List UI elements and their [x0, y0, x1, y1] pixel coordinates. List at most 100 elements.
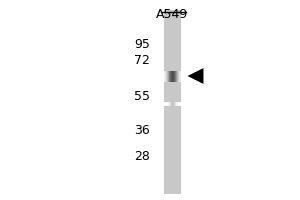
Bar: [174, 102, 175, 106]
Bar: [170, 102, 171, 106]
Bar: [170, 102, 171, 106]
Bar: [181, 102, 182, 106]
Text: A549: A549: [156, 8, 189, 21]
Bar: [172, 102, 173, 106]
Bar: [172, 71, 173, 82]
Bar: [176, 71, 177, 82]
Bar: [176, 71, 177, 82]
Bar: [168, 102, 169, 106]
Bar: [175, 71, 176, 82]
Bar: [172, 102, 173, 106]
Bar: [169, 102, 170, 106]
Bar: [174, 71, 175, 82]
Bar: [169, 102, 170, 106]
Bar: [173, 71, 174, 82]
Bar: [170, 71, 171, 82]
Bar: [177, 71, 178, 82]
Bar: [168, 102, 169, 106]
Bar: [173, 102, 174, 106]
Bar: [172, 71, 173, 82]
Bar: [179, 71, 180, 82]
Bar: [175, 102, 176, 106]
Bar: [164, 102, 165, 106]
Bar: [168, 71, 169, 82]
Bar: [167, 102, 168, 106]
Bar: [165, 102, 166, 106]
Bar: [165, 102, 166, 106]
Bar: [169, 102, 170, 106]
Bar: [177, 71, 178, 82]
Bar: [178, 102, 179, 106]
Bar: [177, 102, 178, 106]
Bar: [165, 102, 166, 106]
Bar: [166, 71, 167, 82]
Bar: [168, 71, 169, 82]
Bar: [178, 71, 179, 82]
Bar: [170, 71, 171, 82]
Bar: [174, 71, 175, 82]
Bar: [164, 71, 165, 82]
Bar: [169, 102, 170, 106]
Bar: [181, 71, 182, 82]
Bar: [179, 102, 180, 106]
Bar: [171, 102, 172, 106]
Bar: [179, 71, 180, 82]
Bar: [175, 102, 176, 106]
Bar: [164, 10, 181, 194]
Bar: [179, 102, 180, 106]
Bar: [175, 71, 176, 82]
Bar: [169, 71, 170, 82]
Text: 55: 55: [134, 90, 150, 102]
Bar: [178, 102, 179, 106]
Bar: [178, 71, 179, 82]
Bar: [173, 71, 174, 82]
Bar: [171, 102, 172, 106]
Bar: [165, 71, 166, 82]
Bar: [172, 102, 173, 106]
Bar: [176, 71, 177, 82]
Text: 36: 36: [134, 123, 150, 136]
Bar: [170, 71, 171, 82]
Bar: [178, 71, 179, 82]
Bar: [177, 102, 178, 106]
Bar: [166, 102, 167, 106]
Bar: [174, 71, 175, 82]
Bar: [177, 71, 178, 82]
Bar: [168, 102, 169, 106]
Bar: [174, 102, 175, 106]
Bar: [168, 71, 169, 82]
Bar: [177, 71, 178, 82]
Text: 95: 95: [134, 38, 150, 50]
Bar: [178, 102, 179, 106]
Bar: [179, 71, 180, 82]
Bar: [166, 102, 167, 106]
Bar: [179, 102, 180, 106]
Bar: [166, 71, 167, 82]
Bar: [169, 71, 170, 82]
Bar: [180, 71, 181, 82]
Bar: [179, 71, 180, 82]
Bar: [166, 71, 167, 82]
Bar: [167, 71, 168, 82]
Bar: [172, 71, 173, 82]
Bar: [171, 102, 172, 106]
Bar: [180, 71, 181, 82]
Bar: [167, 71, 168, 82]
Text: 28: 28: [134, 150, 150, 162]
Bar: [166, 102, 167, 106]
Bar: [168, 71, 169, 82]
Bar: [180, 102, 181, 106]
Bar: [177, 102, 178, 106]
Bar: [176, 102, 177, 106]
Bar: [173, 102, 174, 106]
Bar: [173, 102, 174, 106]
Bar: [176, 102, 177, 106]
Bar: [167, 71, 168, 82]
Bar: [171, 71, 172, 82]
Text: 72: 72: [134, 53, 150, 66]
Bar: [175, 71, 176, 82]
Bar: [171, 71, 172, 82]
Bar: [170, 71, 171, 82]
Bar: [174, 102, 175, 106]
Bar: [180, 71, 181, 82]
